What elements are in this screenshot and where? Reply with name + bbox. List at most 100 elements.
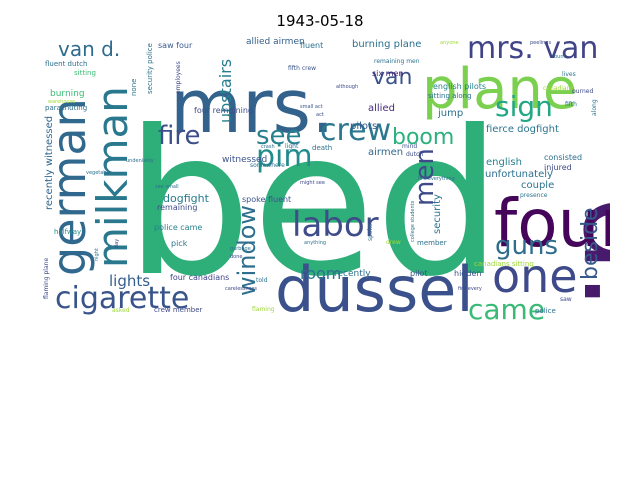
cloud-word: drew: [386, 239, 401, 246]
cloud-word: dogfight: [163, 192, 210, 205]
cloud-word: crew member: [154, 306, 203, 314]
cloud-word: english: [486, 157, 522, 168]
cloud-word: upstairs: [216, 59, 235, 123]
cloud-word: carelessness: [225, 286, 257, 292]
cloud-word: crash: [261, 144, 275, 150]
cloud-word: plane: [422, 57, 577, 122]
cloud-word: one: [492, 249, 578, 303]
cloud-word: warehouse: [48, 99, 75, 105]
cloud-word: unfortunately: [485, 169, 553, 180]
cloud-word: parachuting: [45, 104, 87, 112]
cloud-word: d.: [556, 196, 610, 310]
figure-title: 1943-05-18: [276, 12, 364, 30]
cloud-word: pick: [171, 239, 188, 248]
cloud-word: spoke: [367, 223, 374, 241]
cloud-word: along: [591, 99, 598, 116]
cloud-word: light: [285, 143, 299, 150]
cloud-word: four canadians: [170, 273, 229, 282]
cloud-word: saw four: [158, 41, 193, 50]
cloud-word: canadians sitting: [474, 260, 534, 268]
cloud-word: burned: [572, 88, 593, 95]
cloud-word: small act: [300, 104, 323, 110]
cloud-word: six men: [372, 69, 403, 78]
cloud-word: day: [114, 239, 120, 248]
cloud-word: lights: [109, 272, 150, 290]
cloud-word: pilots: [350, 121, 377, 132]
cloud-word: fifth crew: [288, 65, 316, 72]
cloud-word: act: [316, 112, 324, 118]
cloud-word: police came: [154, 223, 202, 232]
cloud-word: flaming: [252, 306, 275, 313]
cloud-word: witnessed: [222, 155, 267, 165]
cloud-word: fire every: [458, 286, 482, 292]
cloud-word: pim: [256, 139, 313, 174]
cloud-word: crew: [320, 113, 391, 148]
cloud-word: somewhere: [250, 162, 285, 169]
cloud-word: sitting along: [428, 92, 472, 100]
cloud-word: college students: [410, 200, 416, 242]
cloud-word: told: [256, 277, 268, 284]
cloud-word: none: [130, 79, 138, 96]
cloud-word: boom: [392, 125, 454, 150]
cloud-word: dutch: [406, 151, 423, 158]
cloud-word: remaining men: [374, 58, 420, 65]
cloud-word: burn: [554, 54, 565, 60]
cloud-word: sitting: [74, 69, 96, 77]
cloud-word: four: [494, 185, 610, 262]
cloud-word: vegetable: [86, 170, 111, 176]
cloud-word: airmen: [368, 147, 403, 158]
cloud-word: fluent dutch: [45, 60, 87, 68]
cloud-word: undeniably: [126, 158, 154, 164]
cloud-word: sign: [495, 90, 553, 123]
cloud-word: garbage: [230, 246, 251, 252]
cloud-word: security: [432, 194, 443, 234]
cloud-word: bed: [125, 88, 502, 321]
word-cloud-background: [30, 36, 610, 326]
cloud-word: burning: [50, 89, 85, 99]
cloud-word: although: [336, 84, 358, 90]
cloud-word: cigarette: [55, 281, 189, 316]
cloud-word: jump: [437, 108, 463, 119]
cloud-word: peelings: [530, 40, 551, 46]
cloud-word: recently witnessed: [44, 116, 55, 210]
cloud-word: night: [94, 248, 100, 261]
cloud-word: anyone: [440, 40, 459, 46]
cloud-word: english pilots: [433, 82, 486, 91]
cloud-word: canadians: [543, 85, 574, 92]
cloud-word: mrs. van: [467, 36, 598, 66]
cloud-word: labor: [292, 205, 379, 245]
cloud-word: pilot: [410, 269, 428, 278]
cloud-word: milkman: [88, 86, 137, 268]
cloud-word: flaming plane: [43, 258, 50, 299]
cloud-word: recently: [334, 269, 371, 279]
cloud-word: fierce dogfight: [486, 124, 559, 135]
cloud-word: guns: [495, 231, 558, 261]
cloud-word: four remaining: [194, 106, 253, 115]
cloud-word: spoke fluent: [242, 195, 291, 204]
cloud-word: hidden: [454, 269, 481, 278]
cloud-word: mind: [402, 143, 417, 150]
cloud-word: van d.: [58, 37, 120, 61]
cloud-word: employees: [175, 61, 182, 94]
cloud-word: came: [468, 293, 545, 326]
cloud-word: fluent: [300, 41, 323, 50]
cloud-word: halfway: [54, 228, 81, 236]
cloud-word: consisted: [544, 153, 582, 162]
cloud-word: allied airmen: [246, 37, 305, 47]
cloud-word: van: [372, 65, 412, 90]
cloud-word: police: [535, 307, 556, 315]
cloud-word: fire everything: [418, 176, 455, 182]
cloud-word: lives: [562, 71, 576, 78]
cloud-word: men: [410, 148, 440, 206]
cloud-word: dussel: [275, 253, 474, 326]
cloud-word: fire: [158, 121, 201, 151]
cloud-word: see: [256, 121, 302, 151]
cloud-word: beside: [578, 207, 603, 280]
cloud-word: room: [300, 264, 341, 283]
cloud-word: burning plane: [352, 39, 421, 50]
cloud-word: presence: [520, 192, 548, 199]
cloud-word: see small: [155, 184, 179, 190]
cloud-word: remaining: [157, 203, 197, 212]
cloud-word: window: [233, 205, 261, 296]
cloud-word: done: [230, 254, 242, 260]
